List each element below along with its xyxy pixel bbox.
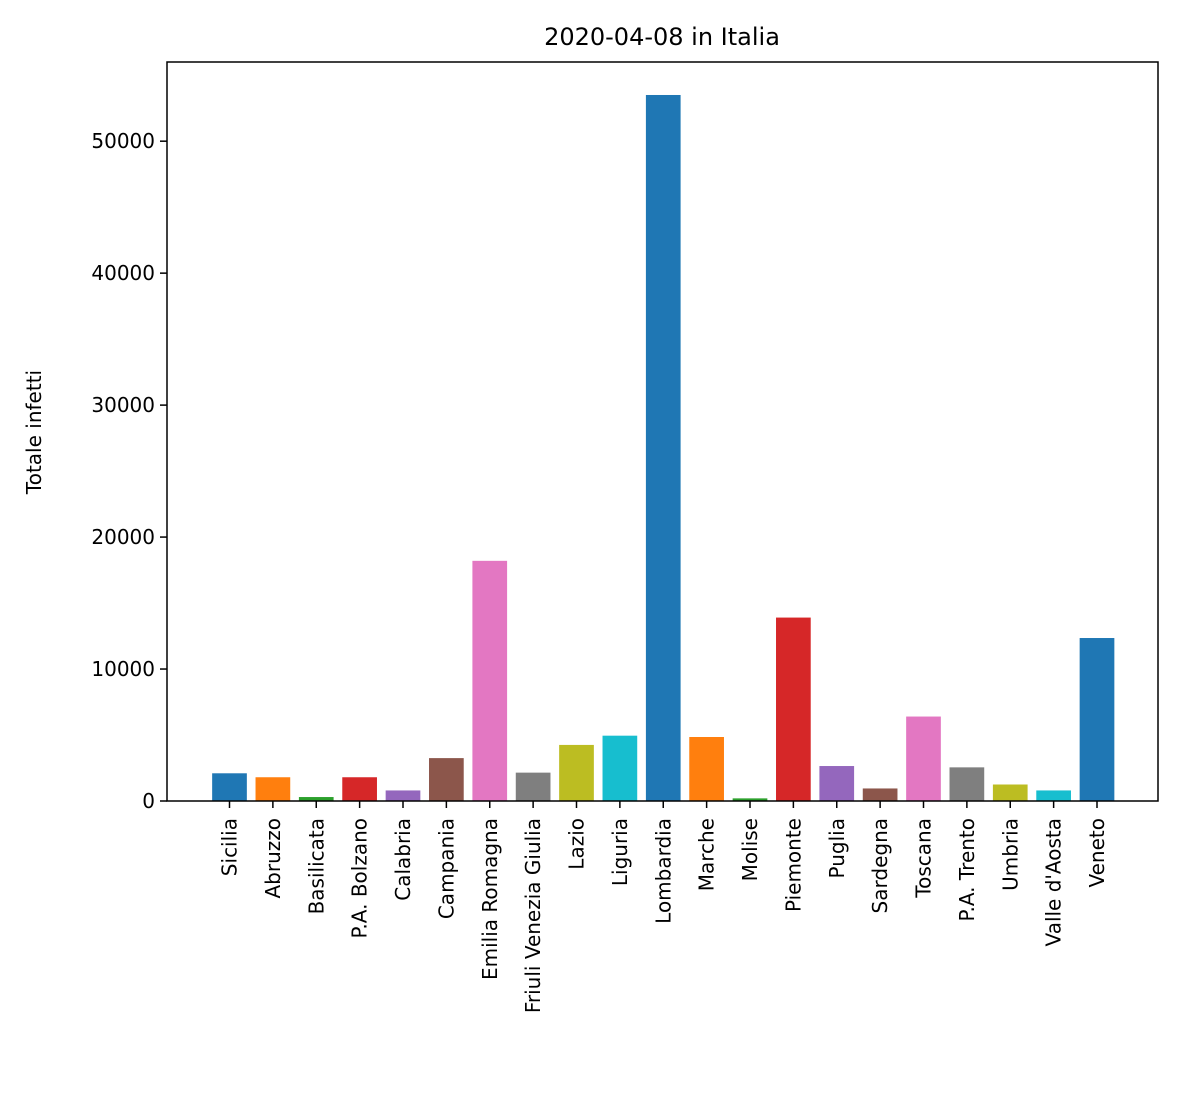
y-tick-label: 10000	[91, 657, 155, 681]
x-tick-label: Basilicata	[304, 818, 328, 914]
bar-p-a-trento	[949, 767, 985, 801]
y-tick-label: 20000	[91, 525, 155, 549]
x-tick-label: Marche	[695, 818, 719, 891]
x-tick-label: Veneto	[1085, 818, 1109, 888]
plot-frame	[166, 61, 1159, 802]
x-tick-label: Liguria	[608, 818, 632, 886]
bar-basilicata	[298, 797, 334, 801]
bar-lazio	[559, 744, 594, 801]
x-tick-label: Toscana	[912, 818, 936, 899]
y-tick-label: 30000	[91, 393, 155, 417]
bar-valle-d-aosta	[1036, 790, 1071, 801]
x-tick-label: P.A. Bolzano	[348, 818, 372, 939]
x-tick-label: Piemonte	[781, 818, 805, 912]
bar-molise	[732, 798, 768, 801]
bar-umbria	[992, 784, 1028, 801]
bar-puglia	[819, 766, 855, 801]
x-tick-label: Molise	[738, 818, 762, 881]
bar-marche	[689, 737, 724, 801]
x-tick-label: Sardegna	[868, 818, 892, 913]
bar-veneto	[1079, 638, 1115, 801]
bar-liguria	[602, 735, 638, 801]
x-tick-label: Valle d'Aosta	[1042, 818, 1066, 946]
x-tick-label: Abruzzo	[261, 818, 285, 899]
bar-sardegna	[862, 788, 898, 801]
bars-group	[212, 94, 1115, 802]
bar-p-a-bolzano	[342, 777, 377, 801]
chart-title: 2020-04-08 in Italia	[544, 23, 780, 51]
x-axis-ticks: Sicilia Abruzzo Basilicata P.A. Bolzano Cala…	[218, 801, 1109, 1013]
x-tick-label: Lazio	[565, 818, 589, 870]
bar-emilia-romagna	[472, 560, 508, 801]
bar-lombardia	[645, 94, 681, 802]
x-tick-label: Calabria	[391, 818, 415, 901]
y-axis-label: Totale infetti	[22, 370, 46, 495]
bar-piemonte	[776, 617, 811, 801]
bar-abruzzo	[255, 777, 291, 801]
x-tick-label: P.A. Trento	[955, 818, 979, 921]
x-tick-label: Lombardia	[651, 818, 675, 924]
bar-toscana	[906, 716, 941, 801]
x-tick-label: Umbria	[998, 818, 1022, 891]
x-tick-label: Friuli Venezia Giulia	[521, 818, 545, 1013]
x-tick-label: Emilia Romagna	[478, 818, 502, 980]
bar-campania	[429, 758, 464, 801]
bar-sicilia	[212, 773, 247, 801]
y-tick-label: 40000	[91, 261, 155, 285]
x-tick-label: Campania	[434, 818, 458, 919]
bar-calabria	[385, 790, 421, 801]
y-tick-label: 0	[142, 789, 155, 813]
y-axis-ticks: 0 10000 20000 30000 40000 50000	[91, 129, 167, 813]
x-tick-label: Sicilia	[218, 818, 242, 876]
bar-friuli-venezia-giulia	[515, 772, 551, 801]
y-tick-label: 50000	[91, 129, 155, 153]
x-tick-label: Puglia	[825, 818, 849, 878]
